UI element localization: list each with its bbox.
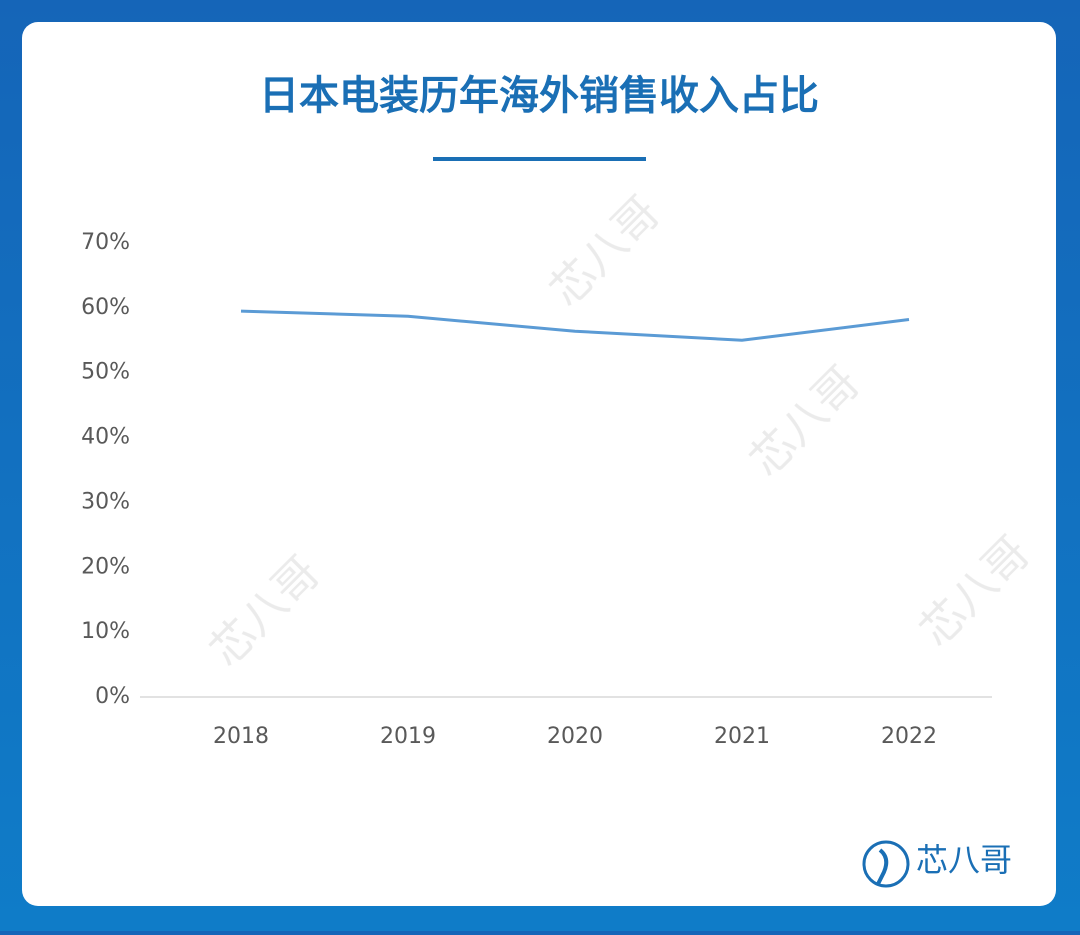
x-tick-label: 2021	[714, 724, 770, 749]
x-tick-label: 2018	[213, 724, 269, 749]
x-tick-label: 2022	[881, 724, 937, 749]
logo-icon	[862, 840, 910, 888]
y-tick-label: 50%	[81, 360, 130, 385]
logo-text: 芯八哥	[916, 841, 1012, 879]
y-tick-label: 0%	[95, 684, 130, 709]
y-tick-label: 10%	[81, 619, 130, 644]
x-tick-label: 2019	[380, 724, 436, 749]
title-underline	[433, 157, 646, 161]
y-tick-label: 20%	[81, 554, 130, 579]
chart-title: 日本电装历年海外销售收入占比	[259, 73, 819, 119]
logo-bird	[876, 848, 889, 885]
card	[22, 22, 1056, 906]
y-tick-label: 60%	[81, 295, 130, 320]
x-tick-label: 2020	[547, 724, 603, 749]
logo: 芯八哥	[862, 840, 1012, 888]
y-tick-label: 70%	[81, 230, 130, 255]
y-tick-label: 30%	[81, 489, 130, 514]
line	[240, 309, 910, 342]
y-tick-label: 40%	[81, 425, 130, 450]
